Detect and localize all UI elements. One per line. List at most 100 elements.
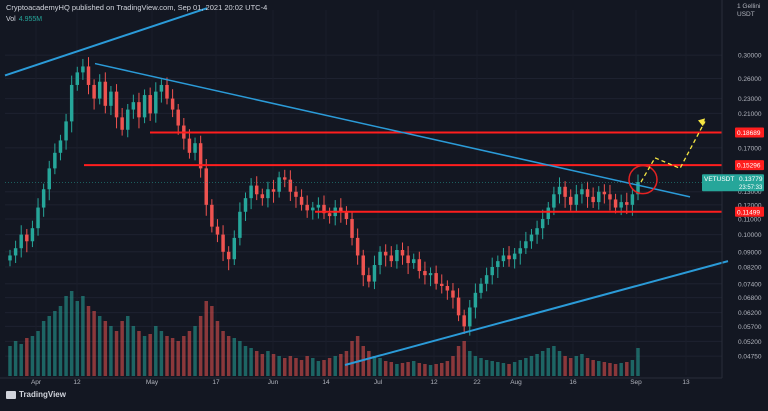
candle-body: [484, 275, 489, 284]
lower-trendline: [344, 260, 729, 366]
volume-bar: [221, 331, 225, 376]
candle-body: [630, 194, 635, 205]
y-tick-label: 0.06800: [738, 295, 762, 302]
volume-bar: [512, 362, 517, 376]
candle-body: [41, 189, 46, 208]
volume-bar: [529, 356, 534, 376]
volume-bar: [226, 336, 231, 376]
volume-bar: [501, 363, 506, 376]
x-tick-label: 22: [473, 379, 481, 386]
descending-trendline: [94, 62, 691, 198]
candle-body: [417, 259, 422, 272]
candle-body: [131, 102, 136, 110]
y-tick-label: 0.05200: [738, 339, 762, 346]
candle-body: [266, 189, 270, 199]
volume-bar: [238, 341, 242, 376]
candle-body: [36, 207, 40, 229]
candle-body: [355, 237, 360, 256]
candle-body: [529, 234, 534, 242]
unit-line-1: 1 Gellini: [737, 3, 761, 10]
resistance-tag-label: 0.15296: [737, 163, 761, 170]
candle-body: [19, 234, 23, 249]
volume-bar: [215, 321, 220, 376]
x-tick-label: 12: [73, 379, 81, 386]
y-tick-label: 0.04750: [738, 354, 762, 361]
upper-channel-line: [4, 7, 208, 77]
volume-bar: [400, 363, 405, 376]
candle-body: [322, 204, 326, 214]
x-tick-label: 12: [430, 379, 438, 386]
volume-bar: [120, 321, 124, 376]
volume-bar: [41, 321, 46, 376]
candle-body: [193, 143, 197, 153]
candle-body: [361, 255, 365, 276]
volume-bar: [406, 362, 410, 376]
x-tick-label: Apr: [31, 379, 42, 386]
volume-bar: [260, 354, 265, 376]
candle-body: [221, 234, 225, 252]
candle-body: [142, 95, 147, 118]
volume-bar: [597, 361, 601, 376]
support-tag-label: 0.11499: [737, 209, 760, 216]
candle-body: [473, 292, 478, 308]
volume-bar: [563, 356, 567, 376]
candle-body: [540, 219, 545, 229]
candle-body: [210, 204, 214, 227]
volume-bar: [131, 326, 136, 376]
tradingview-logo[interactable]: TradingView: [6, 390, 66, 399]
candle-body: [378, 251, 382, 266]
candle-body: [613, 199, 618, 208]
candle-body: [535, 228, 539, 235]
volume-label: Vol: [6, 16, 16, 23]
candle-body: [512, 253, 517, 260]
candle-body: [148, 95, 152, 114]
candle-body: [451, 290, 455, 298]
candle-body: [97, 81, 102, 99]
volume-bar: [232, 338, 237, 376]
current-price-box: [702, 174, 764, 192]
candle-body: [30, 228, 35, 242]
volume-indicator-label: Vol 4.955M: [6, 16, 42, 23]
volume-bar: [8, 346, 12, 376]
candle-body: [238, 211, 242, 238]
volume-bar: [114, 331, 119, 376]
volume-bar: [395, 364, 399, 376]
candle-body: [434, 273, 438, 284]
candle-body: [395, 249, 399, 262]
volume-bar: [630, 360, 635, 376]
volume-bar: [126, 316, 130, 376]
candle-body: [524, 241, 528, 249]
candle-body: [92, 84, 96, 99]
candle-body: [445, 285, 450, 291]
volume-bar: [97, 316, 102, 376]
candle-body: [86, 66, 91, 85]
volume-bar: [440, 363, 444, 376]
volume-bar: [574, 356, 579, 376]
volume-bar: [294, 358, 298, 376]
volume-bar: [585, 358, 590, 376]
volume-bar: [462, 341, 466, 376]
current-price-tag: VETUSDT 0.13779 23:57:33: [702, 174, 764, 192]
candle-body: [13, 248, 18, 256]
candle-body: [103, 81, 108, 106]
volume-bar: [277, 356, 281, 376]
volume-bar: [327, 358, 332, 376]
y-tick-label: 0.13000: [738, 189, 762, 196]
candle-body: [580, 189, 584, 195]
y-tick-label: 0.26000: [738, 76, 762, 83]
candle-body: [277, 177, 281, 192]
candle-body: [243, 198, 248, 212]
y-tick-label: 0.08200: [738, 265, 762, 272]
current-symbol-label: VETUSDT: [704, 176, 734, 183]
volume-bar: [170, 338, 175, 376]
resistance-tag: 0.15296: [735, 160, 764, 171]
volume-bar: [109, 326, 113, 376]
volume-bar: [86, 306, 91, 376]
volume-bar: [613, 364, 618, 376]
candle-body: [411, 259, 416, 264]
volume-bar: [333, 356, 337, 376]
tradingview-mark-icon: [6, 390, 16, 399]
drawings: [4, 7, 729, 366]
